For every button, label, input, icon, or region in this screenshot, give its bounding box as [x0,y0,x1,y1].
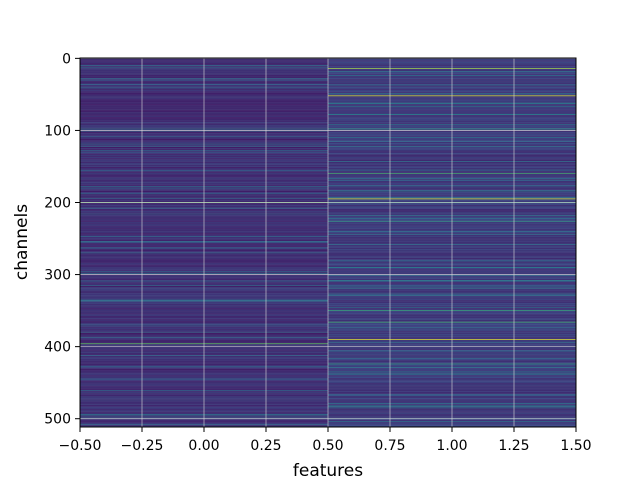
y-tick-label: 100 [44,123,71,139]
y-tick-label: 200 [44,196,71,212]
y-tick-label: 400 [44,340,71,356]
y-axis-title: channels [12,204,32,280]
x-tick-label: −0.50 [59,438,102,454]
x-tick-label: 1.25 [498,438,529,454]
x-tick-label: 1.50 [560,438,591,454]
y-tick-label: 0 [62,51,71,67]
y-tick-label: 300 [44,268,71,284]
x-axis-title: features [293,461,363,480]
x-tick-label: 0.25 [250,438,281,454]
x-tick-label: 0.75 [374,438,405,454]
x-tick-label: −0.25 [121,438,164,454]
y-tick-label: 500 [44,412,71,428]
x-tick-label: 0.00 [188,438,219,454]
x-tick-label: 1.00 [436,438,467,454]
y-axis-ticks: 0 100 200 300 400 500 [44,51,80,428]
x-tick-label: 0.50 [312,438,343,454]
x-axis-ticks: −0.50 −0.25 0.00 0.25 0.50 0.75 1.00 1.25 1.50 [59,427,592,454]
